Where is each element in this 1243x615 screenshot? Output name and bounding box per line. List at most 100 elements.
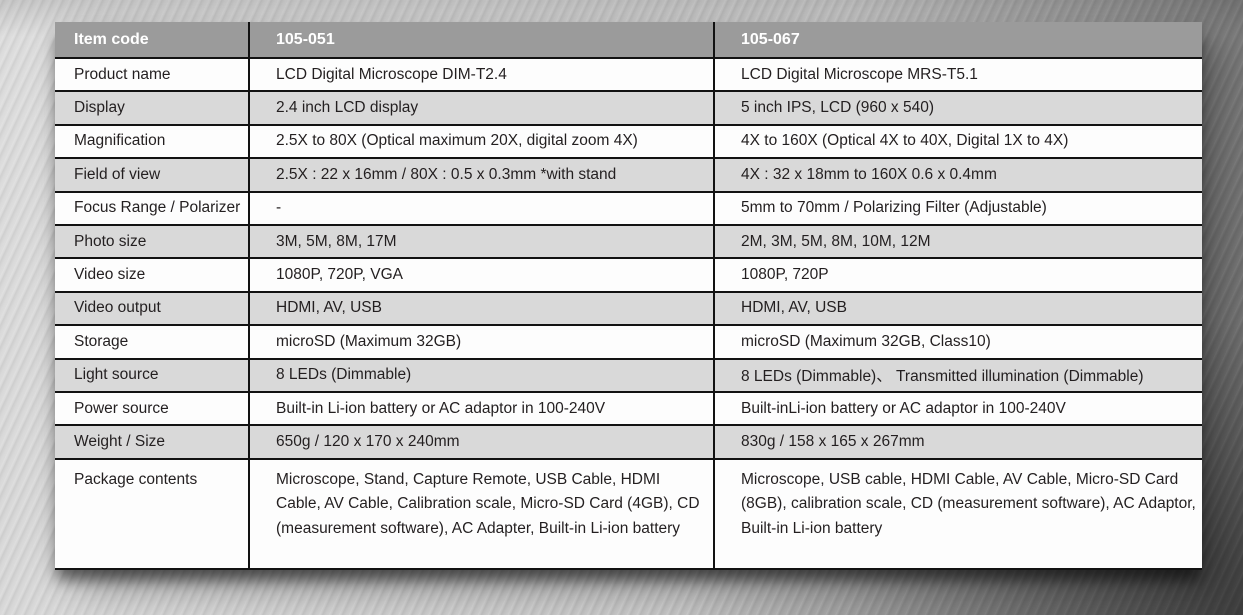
spec-value-text: - [276,199,282,217]
spec-label: Focus Range / Polarizer [55,193,248,224]
spec-value-product2: 830g / 158 x 165 x 267mm [713,426,1202,458]
spec-label-text: Storage [74,332,129,350]
table-row-display: Display 2.4 inch LCD display 5 inch IPS,… [55,90,1202,124]
spec-value-text: 2.4 inch LCD display [276,99,419,117]
spec-value-text: microSD (Maximum 32GB, Class10) [741,332,991,350]
spec-value-product1: 8 LEDs (Dimmable) [248,359,713,391]
spec-value-product1: 2.4 inch LCD display [248,92,713,124]
spec-value-product2: Microscope, USB cable, HDMI Cable, AV Ca… [713,459,1202,568]
spec-label-text: Video size [74,266,146,284]
spec-label-text: Product name [74,65,171,83]
spec-value-text: 2M, 3M, 5M, 8M, 10M, 12M [741,232,931,250]
spec-value-product1: 3M, 5M, 8M, 17M [248,225,713,258]
spec-value-product2: 4X to 160X (Optical 4X to 40X, Digital 1… [713,125,1202,158]
header-item-code-label: Item code [74,30,149,48]
spec-label: Field of view [55,159,248,190]
spec-value-text: microSD (Maximum 32GB) [276,332,462,350]
table-row-video-size: Video size 1080P, 720P, VGA 1080P, 720P [55,257,1202,291]
spec-value-product1: 650g / 120 x 170 x 240mm [248,426,713,458]
spec-value-text: Built-inLi-ion battery or AC adaptor in … [741,399,1066,417]
spec-value-text: 8 LEDs (Dimmable)、 Transmitted illuminat… [741,368,1144,386]
spec-label-text: Focus Range / Polarizer [74,199,241,217]
spec-label-text: Photo size [74,232,147,250]
spec-value-product1: Microscope, Stand, Capture Remote, USB C… [248,459,713,568]
spec-value-product1: 2.5X : 22 x 16mm / 80X : 0.5 x 0.3mm *wi… [248,159,713,191]
header-product2-code: 105-067 [713,22,1202,57]
spec-label: Product name [55,59,248,90]
spec-value-text: 5 inch IPS, LCD (960 x 540) [741,99,934,117]
spec-value-text: Microscope, Stand, Capture Remote, USB C… [276,470,700,537]
spec-value-product1: - [248,192,713,224]
table-row-focus-range-polarizer: Focus Range / Polarizer - 5mm to 70mm / … [55,190,1202,224]
table-row-field-of-view: Field of view 2.5X : 22 x 16mm / 80X : 0… [55,157,1202,191]
spec-value-text: 2.5X to 80X (Optical maximum 20X, digita… [276,132,638,150]
spec-label: Magnification [55,126,248,157]
spec-value-product1: LCD Digital Microscope DIM-T2.4 [248,59,713,91]
spec-value-product2: LCD Digital Microscope MRS-T5.1 [713,59,1202,91]
spec-value-product2: 8 LEDs (Dimmable)、 Transmitted illuminat… [713,359,1202,391]
spec-value-product2: Built-inLi-ion battery or AC adaptor in … [713,392,1202,425]
spec-label: Package contents [55,460,248,568]
spec-value-text: 3M, 5M, 8M, 17M [276,232,397,250]
spec-label: Video output [55,293,248,324]
table-row-power-source: Power source Built-in Li-ion battery or … [55,390,1202,425]
spec-label: Storage [55,326,248,357]
spec-value-product2: microSD (Maximum 32GB, Class10) [713,326,1202,358]
spec-value-product2: HDMI, AV, USB [713,292,1202,325]
spec-value-product1: microSD (Maximum 32GB) [248,326,713,358]
spec-value-product1: 2.5X to 80X (Optical maximum 20X, digita… [248,125,713,158]
spec-value-product2: 5 inch IPS, LCD (960 x 540) [713,92,1202,124]
table-row-storage: Storage microSD (Maximum 32GB) microSD (… [55,324,1202,358]
spec-value-product1: Built-in Li-ion battery or AC adaptor in… [248,392,713,425]
spec-label-text: Package contents [74,470,198,488]
spec-value-text: 1080P, 720P, VGA [276,266,403,284]
spec-value-text: HDMI, AV, USB [741,299,847,317]
spec-label-text: Video output [74,299,161,317]
table-row-photo-size: Photo size 3M, 5M, 8M, 17M 2M, 3M, 5M, 8… [55,223,1202,258]
product2-code-label: 105-067 [741,30,800,48]
microscope-spec-table: Item code 105-051 105-067 Product name L… [55,22,1202,570]
header-product1-code: 105-051 [248,22,713,57]
table-row-package-contents: Package contents Microscope, Stand, Capt… [55,457,1202,568]
spec-label: Display [55,92,248,123]
spec-value-text: Built-in Li-ion battery or AC adaptor in… [276,399,606,417]
spec-value-text: LCD Digital Microscope MRS-T5.1 [741,65,978,83]
spec-label: Weight / Size [55,426,248,457]
spec-value-text: HDMI, AV, USB [276,299,382,317]
spec-label-text: Magnification [74,132,166,150]
table-row-light-source: Light source 8 LEDs (Dimmable) 8 LEDs (D… [55,357,1202,391]
spec-value-text: 830g / 158 x 165 x 267mm [741,432,925,450]
spec-label-text: Weight / Size [74,432,166,450]
spec-value-text: Microscope, USB cable, HDMI Cable, AV Ca… [741,470,1196,537]
spec-value-product1: HDMI, AV, USB [248,292,713,325]
table-row-magnification: Magnification 2.5X to 80X (Optical maxim… [55,123,1202,158]
spec-value-product2: 2M, 3M, 5M, 8M, 10M, 12M [713,225,1202,258]
spec-value-product2: 5mm to 70mm / Polarizing Filter (Adjusta… [713,192,1202,224]
spec-value-text: 650g / 120 x 170 x 240mm [276,432,460,450]
header-item-code: Item code [55,22,248,57]
spec-value-product1: 1080P, 720P, VGA [248,259,713,291]
spec-value-text: 8 LEDs (Dimmable) [276,366,412,384]
spec-value-product2: 4X : 32 x 18mm to 160X 0.6 x 0.4mm [713,159,1202,191]
spec-value-product2: 1080P, 720P [713,259,1202,291]
spec-label: Photo size [55,226,248,257]
spec-label-text: Power source [74,399,169,417]
spec-value-text: 5mm to 70mm / Polarizing Filter (Adjusta… [741,199,1047,217]
table-row-video-output: Video output HDMI, AV, USB HDMI, AV, USB [55,290,1202,325]
table-header-row: Item code 105-051 105-067 [55,22,1202,57]
spec-label: Light source [55,360,248,391]
spec-label: Power source [55,393,248,424]
spec-label-text: Display [74,99,125,117]
spec-value-text: 1080P, 720P [741,266,829,284]
table-row-product-name: Product name LCD Digital Microscope DIM-… [55,57,1202,91]
spec-value-text: 4X : 32 x 18mm to 160X 0.6 x 0.4mm [741,165,997,183]
spec-value-text: 4X to 160X (Optical 4X to 40X, Digital 1… [741,132,1069,150]
spec-label-text: Light source [74,366,159,384]
spec-label-text: Field of view [74,165,161,183]
table-row-weight-size: Weight / Size 650g / 120 x 170 x 240mm 8… [55,424,1202,458]
product1-code-label: 105-051 [276,30,335,48]
spec-label: Video size [55,259,248,290]
spec-value-text: LCD Digital Microscope DIM-T2.4 [276,65,507,83]
spec-value-text: 2.5X : 22 x 16mm / 80X : 0.5 x 0.3mm *wi… [276,165,617,183]
